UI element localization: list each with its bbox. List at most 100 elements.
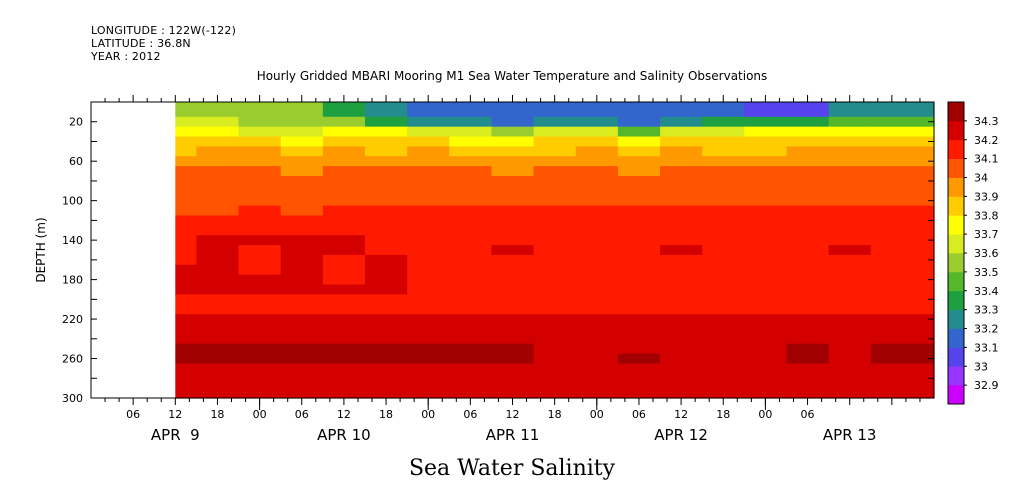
- salinity-cell: [364, 393, 408, 399]
- salinity-cell: [407, 383, 450, 394]
- salinity-cell: [702, 126, 745, 138]
- salinity-cell: [238, 314, 282, 325]
- salinity-cell: [786, 156, 830, 167]
- salinity-cell: [175, 393, 197, 399]
- salinity-cell: [744, 176, 788, 187]
- salinity-cell: [786, 195, 830, 207]
- salinity-cell: [238, 324, 282, 335]
- salinity-cell: [491, 393, 535, 399]
- salinity-cell: [786, 264, 830, 276]
- salinity-cell: [407, 136, 450, 147]
- salinity-cell: [238, 254, 282, 266]
- salinity-cell: [870, 343, 935, 355]
- x-tick-label: 18: [716, 408, 730, 421]
- salinity-cell: [322, 235, 366, 246]
- salinity-cell: [660, 264, 703, 276]
- salinity-cell: [196, 176, 240, 187]
- salinity-cell: [322, 314, 366, 325]
- colorbar-swatch: [948, 290, 964, 311]
- colorbar-label: 33: [974, 360, 988, 373]
- salinity-cell: [828, 363, 872, 374]
- salinity-cell: [786, 185, 830, 197]
- salinity-cell: [238, 274, 282, 286]
- salinity-cell: [280, 156, 324, 167]
- salinity-cell: [280, 136, 324, 147]
- salinity-cell: [702, 102, 745, 118]
- x-tick-label: 18: [210, 408, 224, 421]
- salinity-cell: [828, 373, 872, 384]
- salinity-cell: [575, 373, 619, 384]
- salinity-cell: [364, 166, 408, 177]
- salinity-cell: [175, 343, 197, 355]
- salinity-cell: [660, 304, 703, 315]
- salinity-cell: [364, 324, 408, 335]
- salinity-cell: [744, 102, 788, 118]
- salinity-cell: [196, 215, 240, 226]
- salinity-cell: [491, 166, 535, 177]
- salinity-cell: [786, 245, 830, 256]
- salinity-cell: [196, 116, 240, 128]
- y-tick-label: 100: [62, 195, 83, 208]
- salinity-cell: [238, 373, 282, 384]
- colorbar-swatch: [948, 253, 964, 273]
- salinity-cell: [786, 235, 830, 246]
- salinity-cell: [364, 294, 408, 305]
- salinity-cell: [280, 353, 324, 365]
- salinity-cell: [322, 195, 366, 207]
- salinity-cell: [322, 126, 366, 138]
- salinity-cell: [617, 156, 661, 167]
- salinity-cell: [280, 195, 324, 207]
- salinity-cell: [322, 304, 366, 315]
- salinity-cell: [828, 176, 872, 187]
- colorbar-swatch: [948, 196, 964, 216]
- salinity-cell: [175, 353, 197, 365]
- salinity-cell: [702, 215, 745, 226]
- salinity-cell: [744, 116, 788, 128]
- x-tick-label: 00: [758, 408, 772, 421]
- salinity-cell: [744, 284, 788, 295]
- chart-title: Hourly Gridded MBARI Mooring M1 Sea Wate…: [257, 69, 768, 83]
- salinity-cell: [407, 166, 450, 177]
- salinity-cell: [407, 102, 450, 118]
- salinity-cell: [196, 314, 240, 325]
- salinity-cell: [617, 343, 661, 355]
- salinity-cell: [617, 102, 661, 118]
- salinity-cell: [660, 383, 703, 394]
- salinity-cell: [491, 235, 535, 246]
- salinity-cell: [617, 333, 661, 345]
- salinity-cell: [575, 215, 619, 226]
- salinity-cell: [702, 205, 745, 217]
- salinity-cell: [196, 235, 240, 246]
- salinity-cell: [175, 225, 197, 236]
- salinity-cell: [238, 195, 282, 207]
- salinity-cell: [322, 205, 366, 217]
- salinity-cell: [870, 116, 935, 128]
- salinity-cell: [660, 284, 703, 295]
- salinity-cell: [449, 284, 493, 295]
- salinity-cell: [196, 333, 240, 345]
- salinity-cell: [702, 324, 745, 335]
- salinity-cell: [744, 205, 788, 217]
- salinity-cell: [702, 343, 745, 355]
- salinity-cell: [491, 333, 535, 345]
- salinity-cell: [322, 166, 366, 177]
- salinity-cell: [491, 126, 535, 138]
- salinity-cell: [280, 245, 324, 256]
- salinity-cell: [575, 136, 619, 147]
- salinity-cell: [660, 146, 703, 157]
- salinity-cell: [828, 304, 872, 315]
- salinity-cell: [786, 274, 830, 286]
- salinity-cell: [786, 353, 830, 365]
- salinity-cell: [175, 166, 197, 177]
- salinity-cell: [828, 136, 872, 147]
- salinity-cell: [660, 156, 703, 167]
- salinity-cell: [870, 195, 935, 207]
- longitude-label: LONGITUDE : 122W(-122): [91, 24, 237, 37]
- salinity-cell: [575, 383, 619, 394]
- salinity-cell: [870, 126, 935, 138]
- salinity-cell: [280, 126, 324, 138]
- salinity-cell: [322, 333, 366, 345]
- salinity-cell: [407, 126, 450, 138]
- salinity-cell: [786, 102, 830, 118]
- salinity-cell: [533, 235, 577, 246]
